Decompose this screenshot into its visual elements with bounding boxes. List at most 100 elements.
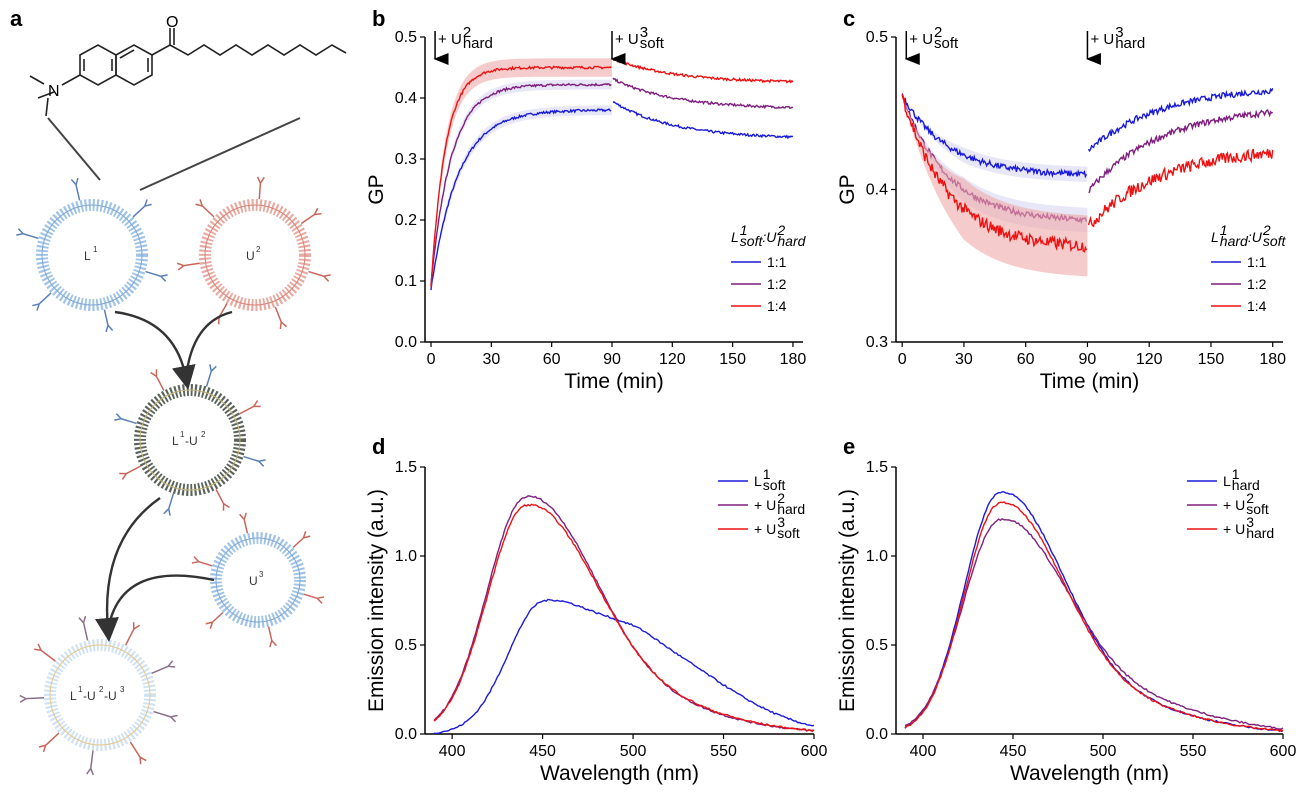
linker-spoke <box>82 622 89 641</box>
linker-spoke <box>145 270 162 277</box>
linker-spoke <box>40 649 56 662</box>
linker-spoke <box>153 710 171 718</box>
linker-spoke <box>212 612 224 623</box>
x-tick-label: 120 <box>659 351 686 368</box>
legend-entry-0-text-sup: 1 <box>763 466 771 482</box>
x-tick-label: 180 <box>1259 351 1286 368</box>
vesicle-u3: U 3 <box>210 532 306 628</box>
legend-entry-0: 1:1 <box>1247 254 1267 270</box>
chart-c-gp-time: 0.3 0.4 0.5 0 30 60 90 120 150 180 Time (min) GP + U… <box>836 24 1287 393</box>
linker-branch <box>314 213 322 216</box>
chart-b-gp-time: 0.0 0.1 0.2 0.3 0.4 0.5 0 30 60 90 120 150 180 Time (… <box>365 24 807 393</box>
series-line-1-1-1 <box>1087 87 1274 153</box>
linker-branch <box>205 621 213 625</box>
y-tick-label: 0.3 <box>395 151 417 168</box>
x-tick-label: 550 <box>710 743 737 760</box>
x-tick-label: 450 <box>529 743 556 760</box>
linker-branch <box>316 597 323 604</box>
legend-entry-1: 1:2 <box>1247 276 1267 292</box>
y-tick-label: 0.5 <box>395 637 417 654</box>
y-tick-label: 1.0 <box>395 548 417 565</box>
linker-branch <box>170 714 178 718</box>
y-tick-label: 0.3 <box>866 334 888 351</box>
nitrogen-atom-label: N <box>48 83 60 100</box>
x-tick-label: 500 <box>1090 743 1117 760</box>
addition-label-1-sub: soft <box>640 35 665 52</box>
linker-branch <box>144 199 148 207</box>
merge-arrow-right <box>184 310 233 379</box>
legend-title-b-sub: soft <box>1263 233 1287 249</box>
linker-spoke <box>274 306 282 323</box>
linker-branch <box>256 176 262 184</box>
linker-branch <box>177 265 185 271</box>
linker-branch <box>271 639 277 647</box>
x-tick-label: 450 <box>1000 743 1027 760</box>
x-tick-label: 150 <box>719 351 746 368</box>
legend-entry-0-text-sup: 1 <box>1232 466 1240 482</box>
x-tick-label: 550 <box>1180 743 1207 760</box>
linker-branch <box>280 321 288 328</box>
panel-letter-e: e <box>843 434 855 459</box>
linker-branch <box>258 460 265 467</box>
linker-spoke <box>300 213 315 225</box>
vesicle-l1-sup: 1 <box>93 245 98 254</box>
linker-branch <box>210 365 217 372</box>
legend-entry-0: 1:1 <box>767 254 787 270</box>
legend-title-a-base: L <box>1211 229 1219 245</box>
linker-branch <box>170 716 177 723</box>
legend-title-a-sup: 1 <box>1220 222 1228 238</box>
linker-spoke <box>26 696 45 700</box>
linker-branch <box>82 615 87 624</box>
legend-entry-0-text-base: L <box>1223 473 1231 489</box>
linker-branch <box>160 275 167 282</box>
y-tick-label: 0.1 <box>395 273 417 290</box>
legend-entry-2-text-base: + U <box>1223 521 1245 537</box>
x-tick-label: 600 <box>1270 743 1297 760</box>
linker-branch <box>139 757 142 765</box>
legend-entry-0-text-sub: hard <box>1232 477 1260 493</box>
series-line-1-4-1 <box>612 57 794 84</box>
legend-title-a-sub: hard <box>1220 233 1249 249</box>
y-axis-label: Emission intensity (a.u.) <box>836 489 859 712</box>
y-tick-label: 0.0 <box>866 726 888 743</box>
laurdan-molecule <box>29 28 347 117</box>
linker-spoke <box>183 262 200 267</box>
linker-branch <box>302 530 307 539</box>
legend-entry-1-text-base: + U <box>754 497 776 513</box>
linker-spoke <box>125 465 141 475</box>
linker-branch <box>193 556 200 563</box>
linker-spoke <box>45 732 60 746</box>
linker-branch <box>105 325 109 333</box>
spectrum-line-2 <box>433 503 815 733</box>
linker-spoke <box>120 418 137 425</box>
panel-letter-a: a <box>10 6 23 31</box>
legend-title-b-base: :U <box>762 229 777 245</box>
legend-entry-1: 1:2 <box>767 276 787 292</box>
addition-label-1-sub: hard <box>1115 35 1145 52</box>
legend-title-a-sub: soft <box>740 233 764 249</box>
vesicle-l1-u2: L 1 -U 2 <box>134 384 246 496</box>
legend-entry-2-text-sup: 3 <box>777 514 785 530</box>
pointer-line-left <box>47 117 101 181</box>
linker-spoke <box>201 205 215 218</box>
vesicle-l1: L 1 <box>36 199 148 311</box>
x-tick-label: 180 <box>780 351 807 368</box>
linker-branch <box>16 232 24 236</box>
linker-branch <box>38 744 46 748</box>
linker-branch <box>139 756 147 762</box>
linker-branch <box>303 535 311 539</box>
x-axis-label: Time (min) <box>564 370 664 393</box>
linker-branch <box>133 624 141 630</box>
linker-branch <box>19 697 27 703</box>
legend-entry-0-text-base: L <box>754 473 762 489</box>
vesicle-l1u2-label-b: -U <box>185 434 198 448</box>
